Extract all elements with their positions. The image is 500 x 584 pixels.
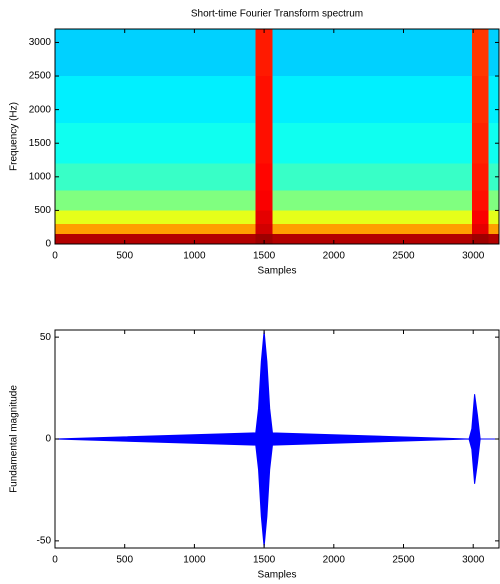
heatmap-cell [55,223,256,234]
heatmap-cell [55,163,256,191]
x-tick-label: 2500 [392,251,415,262]
x-tick-label: 500 [116,251,133,262]
heatmap-cell [255,76,273,124]
heatmap-cell [255,29,273,77]
heatmap-cell [55,76,256,124]
y-axis-label: Frequency (Hz) [9,102,20,171]
heatmap-cell [471,163,489,191]
heatmap-cell [488,123,499,164]
x-tick-label: 3000 [462,555,485,566]
y-tick-label: 2000 [29,104,52,115]
x-tick-label: 0 [52,555,58,566]
heatmap-cell [471,233,489,244]
heatmap-cell [471,29,489,77]
chart-title: Short-time Fourier Transform spectrum [191,9,363,20]
x-tick-label: 3000 [462,251,485,262]
heatmap-cell [255,123,273,164]
heatmap-cell [255,163,273,191]
heatmap-cell [471,123,489,164]
x-tick-label: 2500 [392,555,415,566]
heatmap-cell [272,163,472,191]
heatmap-cell [488,223,499,234]
y-tick-label: 0 [45,434,51,445]
y-tick-label: 3000 [29,37,52,48]
x-tick-label: 1000 [183,555,206,566]
x-tick-label: 0 [52,251,58,262]
x-axis-label: Samples [258,570,297,581]
x-tick-label: 1500 [253,251,276,262]
heatmap-cell [272,76,472,124]
heatmap-cell [255,210,273,224]
heatmap-cell [488,29,499,77]
heatmap-cell [488,76,499,124]
heatmap-cell [471,210,489,224]
heatmap-cell [55,123,256,164]
y-tick-label: 2500 [29,71,52,82]
heatmap-cell [488,233,499,244]
heatmap-cell [471,190,489,211]
signal-envelope [54,330,499,548]
x-tick-label: 2000 [323,555,346,566]
x-tick-label: 2000 [323,251,346,262]
heatmap-cell [255,223,273,234]
heatmap-cell [55,190,256,211]
heatmap-cell [488,210,499,224]
heatmap-cell [55,29,256,77]
y-tick-label: 1500 [29,138,52,149]
y-tick-label: 500 [34,205,51,216]
y-tick-label: 0 [45,239,51,250]
heatmap-cell [255,233,273,244]
x-tick-label: 1000 [183,251,206,262]
heatmap-cell [272,123,472,164]
heatmap-cell [272,29,472,77]
heatmap-cell [272,190,472,211]
x-tick-label: 500 [116,555,133,566]
heatmap-cell [471,223,489,234]
heatmap-cell [55,210,256,224]
x-axis-label: Samples [258,266,297,277]
y-axis-label: Fundamental magnitude [9,385,20,493]
y-tick-label: 1000 [29,171,52,182]
heatmap-cell [272,233,472,244]
heatmap-cell [55,233,256,244]
y-tick-label: -50 [37,536,52,547]
heatmap-cell [488,163,499,191]
axes-frame [54,28,500,245]
heatmap-cell [255,190,273,211]
heatmap-cell [272,223,472,234]
heatmap-cell [272,210,472,224]
x-tick-label: 1500 [253,555,276,566]
y-tick-label: 50 [40,332,52,343]
heatmap-cell [488,190,499,211]
heatmap-cell [471,76,489,124]
